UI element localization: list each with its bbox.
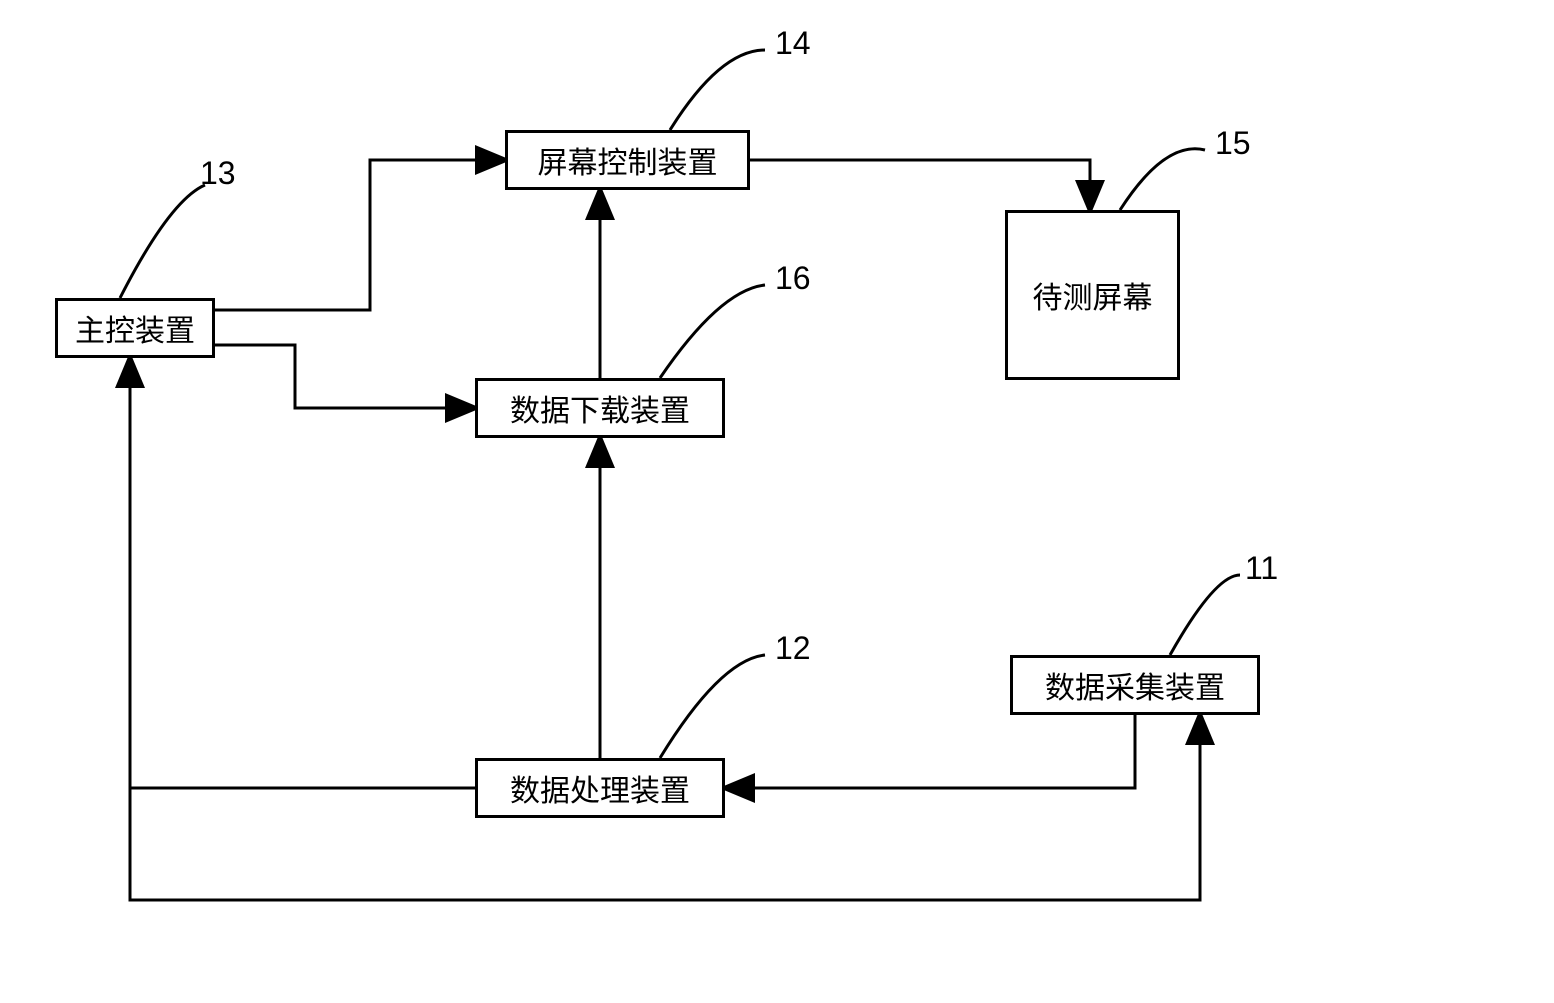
node-label-data_download: 数据下载装置 — [510, 386, 690, 430]
leader-master — [120, 185, 205, 298]
edge-screen_ctrl-to-screen_under_test — [750, 160, 1090, 210]
node-label-screen_ctrl: 屏幕控制装置 — [538, 138, 718, 182]
leader-screen_under_test — [1120, 149, 1205, 210]
node-screen_under_test: 待测屏幕 — [1005, 210, 1180, 380]
edge-master-to-data_download — [215, 345, 475, 408]
node-label-master: 主控装置 — [75, 306, 195, 350]
ref-label-master: 13 — [200, 155, 236, 192]
edge-data_process-to-master — [130, 358, 475, 788]
node-label-screen_under_test: 待测屏幕 — [1033, 273, 1153, 317]
edge-data_acquire-to-data_process — [725, 715, 1135, 788]
diagram-svg — [0, 0, 1554, 1003]
ref-label-data_process: 12 — [775, 630, 811, 667]
node-label-data_process: 数据处理装置 — [510, 766, 690, 810]
ref-label-data_download: 16 — [775, 260, 811, 297]
ref-label-screen_under_test: 15 — [1215, 125, 1251, 162]
ref-label-screen_ctrl: 14 — [775, 25, 811, 62]
node-master: 主控装置 — [55, 298, 215, 358]
node-data_process: 数据处理装置 — [475, 758, 725, 818]
leader-data_acquire — [1170, 575, 1240, 655]
leader-screen_ctrl — [670, 50, 765, 130]
node-data_acquire: 数据采集装置 — [1010, 655, 1260, 715]
node-screen_ctrl: 屏幕控制装置 — [505, 130, 750, 190]
leader-data_download — [660, 285, 765, 378]
edge-master-to-screen_ctrl — [215, 160, 505, 310]
ref-label-data_acquire: 11 — [1245, 550, 1278, 587]
leader-data_process — [660, 655, 765, 758]
edge-master-to-data_acquire — [130, 358, 1200, 900]
node-data_download: 数据下载装置 — [475, 378, 725, 438]
node-label-data_acquire: 数据采集装置 — [1045, 663, 1225, 707]
